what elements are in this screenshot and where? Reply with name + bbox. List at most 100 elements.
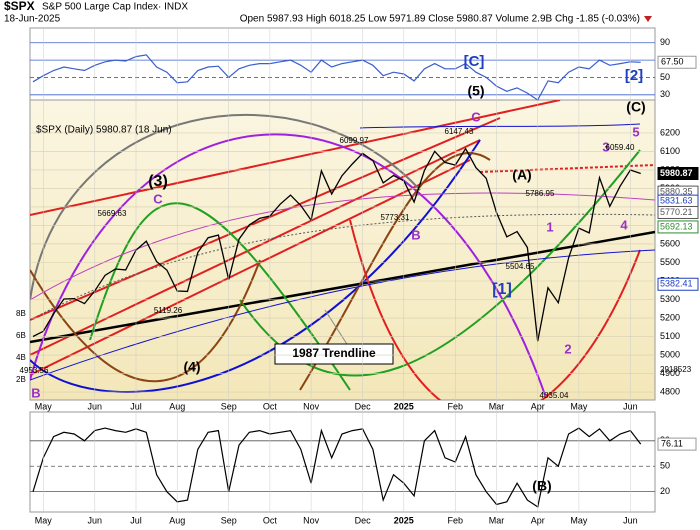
last-value-label: 67.50 (661, 57, 684, 67)
annotation: C (471, 109, 481, 124)
annotation: [C] (464, 53, 485, 70)
cycle-arc (349, 219, 641, 400)
series-line (32, 54, 641, 101)
x-tick-label: May (570, 401, 588, 411)
volume-axis-label: 6B (16, 331, 26, 340)
x-tick-label: Sep (221, 515, 237, 525)
date: 18-Jun-2025 (4, 14, 61, 25)
volume-last: 2918523 (660, 365, 692, 374)
price-label: 5770.21 (660, 207, 693, 217)
index-name: S&P 500 Large Cap Index· INDX (42, 2, 188, 13)
x-tick-label: Feb (448, 515, 464, 525)
y-tick-label: 5100 (660, 331, 680, 341)
price-label-box (657, 277, 699, 291)
y-tick-label: 5000 (660, 349, 680, 359)
y-tick-label: 5200 (660, 312, 680, 322)
annotation: 5669.63 (98, 209, 127, 218)
annotation: [2] (625, 67, 643, 84)
price-label-box (657, 205, 699, 219)
x-tick-label: Mar (489, 401, 505, 411)
stoch-panel (29, 411, 656, 513)
y-tick-label: 90 (660, 37, 670, 47)
x-tick-label: 2025 (394, 401, 414, 411)
x-tick-label: Apr (531, 401, 545, 411)
annotation: B (411, 227, 420, 242)
x-tick-label: Oct (263, 401, 278, 411)
annotation: 6147.43 (445, 127, 474, 136)
price-label: 5831.63 (660, 195, 693, 205)
annotation: B (31, 385, 40, 400)
annotation: 4 (620, 217, 628, 232)
annotation: 5119.26 (154, 306, 183, 315)
annotation: (B) (532, 478, 551, 494)
cycle-arc (299, 152, 491, 391)
channel-line (30, 100, 561, 216)
x-tick-label: Jun (623, 401, 638, 411)
annotation: 5 (632, 124, 639, 139)
volume-axis-label: 2B (16, 375, 26, 384)
x-tick-label: Feb (448, 401, 464, 411)
overlays (30, 100, 655, 400)
annotation: 4835.04 (540, 391, 569, 400)
x-tick-label: Dec (355, 401, 372, 411)
price-label-box (657, 166, 699, 180)
x-tick-label: Apr (531, 515, 545, 525)
x-tick-label: 2025 (394, 515, 414, 525)
x-tick-label: Jun (623, 515, 638, 525)
cycle-arc (30, 133, 546, 396)
callout-box (274, 343, 394, 365)
volume-axis-label: 4B (16, 353, 26, 362)
moving-average (30, 213, 655, 321)
x-tick-label: Dec (355, 515, 372, 525)
legend: $SPX (Daily) 5980.87 (18 Jun) (36, 125, 172, 136)
last-value-box (657, 437, 697, 451)
trendline (30, 230, 655, 344)
annotation: 1 (546, 219, 553, 234)
annotation: 2 (564, 341, 571, 356)
annotation: 6099.97 (340, 136, 369, 145)
y-tick-label: 50 (660, 72, 670, 82)
upper-band (359, 123, 641, 129)
series-line (32, 147, 641, 342)
annotation: 5773.31 (381, 213, 410, 222)
y-tick-label: 4900 (660, 368, 680, 378)
y-tick-label: 6200 (660, 127, 680, 137)
x-tick-label: May (570, 515, 588, 525)
annotation: (5) (467, 83, 484, 99)
x-tick-label: Mar (489, 515, 505, 525)
annotation: (C) (626, 99, 645, 115)
last-value-label: 76.11 (661, 438, 683, 448)
annotation: 5786.95 (526, 189, 555, 198)
price-label-box (657, 220, 699, 234)
y-tick-label: 6100 (660, 146, 680, 156)
annotation: 4953.56 (20, 366, 49, 375)
annotation: 6059.40 (606, 143, 635, 152)
price-label: 5382.41 (660, 279, 693, 289)
annotation: (3) (148, 173, 168, 190)
x-tick-label: Aug (169, 401, 185, 411)
annotation: (4) (183, 359, 200, 375)
x-tick-label: Nov (303, 515, 320, 525)
down-arrow (644, 16, 652, 22)
y-tick-label: 30 (660, 89, 670, 99)
y-tick-label: 5500 (660, 257, 680, 267)
series-line (32, 427, 642, 508)
annotation: 1987 Trendline (292, 346, 376, 360)
cycle-arc (30, 139, 481, 393)
y-tick-label: 5600 (660, 238, 680, 248)
y-tick-label: 4800 (660, 386, 680, 396)
x-tick-label: Jun (88, 515, 103, 525)
price-label: 5980.87 (660, 168, 693, 178)
x-tick-label: Aug (169, 515, 185, 525)
annotation: [1] (492, 281, 512, 298)
x-tick-label: Jun (88, 401, 103, 411)
quote: Open 5987.93 High 6018.25 Low 5971.89 Cl… (240, 14, 640, 25)
cycle-arc (89, 202, 351, 391)
annotation: C (153, 191, 163, 206)
y-tick-label: 5300 (660, 294, 680, 304)
x-tick-label: Nov (303, 401, 320, 411)
symbol: $SPX (4, 0, 35, 13)
